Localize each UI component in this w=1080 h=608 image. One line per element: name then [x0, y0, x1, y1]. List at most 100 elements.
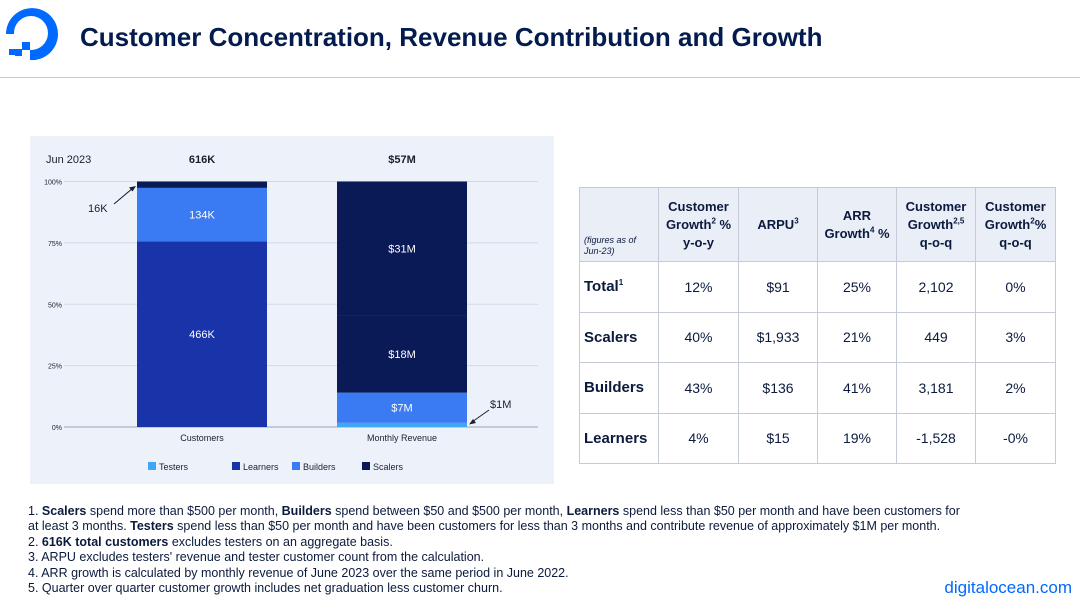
table-cell: 41%: [817, 362, 897, 414]
chart-canvas: 0% 25% 50% 75% 100% Jun 2023 466K 134K 616K Custo…: [44, 154, 538, 472]
legend-label: Builders: [303, 462, 336, 472]
stacked-bar-chart: 0% 25% 50% 75% 100% Jun 2023 466K 134K 616K Custo…: [30, 136, 554, 484]
table-header-1: ARPU3: [738, 187, 818, 262]
header-text: Customer Growth: [984, 198, 1046, 232]
table-cell: 25%: [817, 261, 897, 313]
table-note: (figures as of Jun-23): [579, 187, 659, 262]
table-row: Total1 12% $91 25% 2,102 0%: [579, 261, 1056, 313]
legend-swatch-builders: [292, 462, 300, 470]
table-cell: 21%: [817, 311, 897, 363]
header-sup: 2: [711, 216, 716, 226]
data-label: 134K: [189, 210, 215, 222]
callout-arrow-head: [129, 186, 136, 192]
header-text: ARPU: [757, 216, 795, 232]
header-text: ARR Growth: [824, 207, 872, 241]
callout-arrow-line: [113, 187, 134, 205]
callout-arrow-line: [471, 409, 490, 423]
row-label: Builders: [579, 362, 659, 414]
row-label: Scalers: [579, 311, 659, 363]
table-cell: -0%: [975, 412, 1056, 464]
header-text: Customer Growth: [905, 198, 967, 232]
table-cell: $91: [738, 261, 818, 313]
table-cell: 2%: [975, 362, 1056, 414]
row-label-text: Total: [584, 278, 619, 296]
legend-swatch-testers: [148, 462, 156, 470]
table-cell: -1,528: [896, 412, 976, 464]
bar-segment-scalers: [337, 315, 467, 393]
table-cell: 0%: [975, 261, 1056, 313]
bar-segment-scalers: [337, 181, 467, 316]
data-label: $7M: [391, 403, 412, 415]
y-tick-label: 50%: [48, 302, 62, 309]
callout-label: $1M: [490, 399, 511, 411]
y-tick-label: 100%: [44, 180, 62, 187]
table-cell: 3%: [975, 311, 1056, 363]
footnote-5: 5. Quarter over quarter customer growth …: [28, 581, 503, 596]
bar-segment-builders: [137, 187, 267, 242]
header-suffix: % q-o-q: [999, 216, 1047, 250]
table-cell: 12%: [658, 261, 739, 313]
table-header-3: Customer Growth2,5 q-o-q: [896, 187, 976, 262]
data-label: $31M: [388, 243, 416, 255]
header-sup: 3: [794, 216, 799, 226]
header: Customer Concentration, Revenue Contribu…: [0, 0, 1080, 78]
digitalocean-logo-icon: [6, 8, 58, 61]
table-cell: 449: [896, 311, 976, 363]
table-cell: 40%: [658, 311, 739, 363]
category-total: $57M: [388, 154, 416, 166]
header-text: Customer Growth: [665, 198, 729, 232]
y-tick-label: 75%: [48, 241, 62, 248]
footnotes: 1. Scalers spend more than $500 per mont…: [28, 504, 1058, 596]
footnote-1-cont: at least 3 months. Testers spend less th…: [28, 519, 941, 534]
bar-segment-builders: [337, 392, 467, 423]
table-cell: $15: [738, 412, 818, 464]
data-label: $18M: [388, 349, 416, 361]
header-suffix: q-o-q: [919, 234, 953, 250]
header-suffix: % y-o-y: [682, 216, 732, 250]
website-link[interactable]: digitalocean.com: [944, 578, 1072, 597]
footnote-3: 3. ARPU excludes testers' revenue and te…: [28, 550, 485, 565]
y-tick-label: 25%: [48, 364, 62, 371]
header-divider: [0, 77, 1080, 78]
callout-label: 16K: [88, 203, 108, 215]
table-cell: 4%: [658, 412, 739, 464]
bar-segment-learners: [137, 241, 267, 427]
row-label-sup: 1: [618, 278, 624, 288]
bar-segment-testers: [337, 422, 467, 427]
x-tick-label: Monthly Revenue: [367, 433, 437, 443]
row-label: Learners: [579, 412, 659, 464]
table-cell: 19%: [817, 412, 897, 464]
table-cell: 3,181: [896, 362, 976, 414]
legend-swatch-learners: [232, 462, 240, 470]
header-sup: 2,5: [953, 216, 965, 226]
header-sup: 2: [1030, 216, 1035, 226]
y-tick-label: 0%: [52, 425, 62, 432]
footnote-1: 1. Scalers spend more than $500 per mont…: [28, 504, 960, 518]
data-label: 466K: [189, 329, 215, 341]
header-suffix: %: [874, 225, 890, 241]
row-label: Total1: [579, 261, 659, 313]
footnote-2: 2. 616K total customers excludes testers…: [28, 534, 393, 549]
table-header-2: ARR Growth4 %: [817, 187, 897, 262]
growth-metrics-table: (figures as of Jun-23) Customer Growth2 …: [579, 187, 1056, 464]
row-label-text: Builders: [584, 379, 645, 397]
table-cell: $136: [738, 362, 818, 414]
legend-swatch-scalers: [362, 462, 370, 470]
table-header-4: Customer Growth2% q-o-q: [975, 187, 1056, 262]
table-row: Learners 4% $15 19% -1,528 -0%: [579, 412, 1056, 464]
legend-label: Testers: [159, 462, 189, 472]
footnote-4: 4. ARR growth is calculated by monthly r…: [28, 565, 569, 580]
header-sup: 4: [869, 225, 875, 235]
table-cell: 43%: [658, 362, 739, 414]
row-label-text: Learners: [584, 429, 648, 447]
table-header-0: Customer Growth2 % y-o-y: [658, 187, 739, 262]
page-title: Customer Concentration, Revenue Contribu…: [80, 22, 823, 52]
period-label: Jun 2023: [46, 154, 91, 166]
table-row: Scalers 40% $1,933 21% 449 3%: [579, 311, 1056, 363]
table-cell: $1,933: [738, 311, 818, 363]
legend-label: Scalers: [373, 462, 404, 472]
table-row: Builders 43% $136 41% 3,181 2%: [579, 362, 1056, 414]
legend-label: Learners: [243, 462, 279, 472]
table-cell: 2,102: [896, 261, 976, 313]
row-label-text: Scalers: [584, 328, 638, 346]
